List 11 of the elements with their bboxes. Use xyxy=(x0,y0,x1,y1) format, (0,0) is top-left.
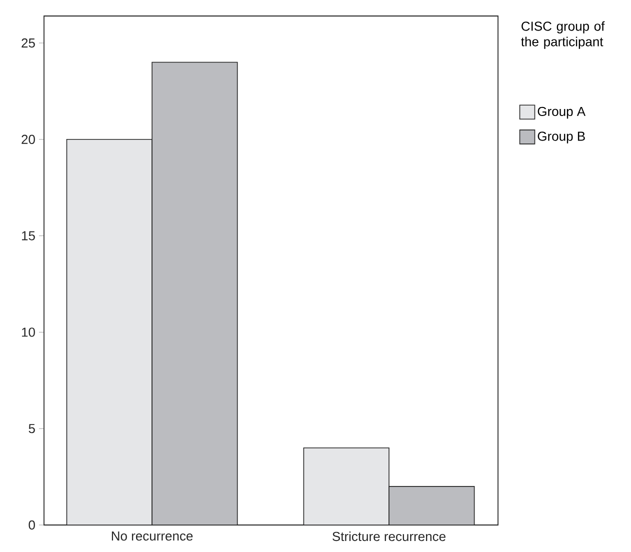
x-tick-label: No recurrence xyxy=(112,532,193,541)
y-tick-label: 20 xyxy=(22,134,35,144)
y-tick-label: 0 xyxy=(28,520,35,530)
y-tick-label: 5 xyxy=(28,424,35,434)
y-tick-label: 25 xyxy=(22,38,35,48)
legend-label: Group A xyxy=(538,106,586,119)
legend-title: CISC group of the participant xyxy=(521,21,605,49)
x-tick-label: Stricture recurrence xyxy=(332,532,446,542)
y-tick-label: 10 xyxy=(22,328,35,337)
y-tick-label: 15 xyxy=(22,231,35,240)
legend-label: Group B xyxy=(538,132,585,144)
